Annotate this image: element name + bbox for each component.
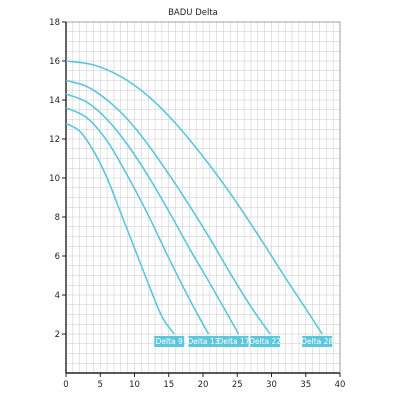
y-tick-label: 16 <box>49 57 60 67</box>
x-tick-label: 0 <box>63 380 68 390</box>
series-label-text: Delta 22 <box>249 337 281 346</box>
chart-title: BADU Delta <box>168 8 218 18</box>
series-line-delta-17 <box>65 93 240 335</box>
axes: 0 5 10 15 20 25 30 35 40 2 4 6 8 10 12 14 16 18 <box>49 18 345 390</box>
y-tick-label: 12 <box>49 135 60 145</box>
series-label-background <box>188 336 219 347</box>
series-label-background <box>154 336 185 347</box>
y-tick-label: 6 <box>55 252 60 262</box>
x-tick-label: 10 <box>129 380 140 390</box>
series-label-text: Delta 28 <box>301 337 333 346</box>
x-tick-label: 40 <box>335 380 346 390</box>
series-line-delta-9 <box>65 122 175 335</box>
series-line-delta-22 <box>65 79 271 335</box>
y-tick-label: 2 <box>55 330 60 340</box>
series-label: Delta 13 <box>188 336 220 347</box>
x-tick-label: 25 <box>232 380 243 390</box>
x-tick-label: 30 <box>266 380 277 390</box>
x-tick-label: 35 <box>300 380 311 390</box>
series-label-background <box>218 336 249 347</box>
y-tick-label: 10 <box>49 174 60 184</box>
y-tick-label: 14 <box>49 96 60 106</box>
series-label-text: Delta 13 <box>188 337 220 346</box>
x-tick-label: 15 <box>163 380 174 390</box>
series-label-background <box>302 336 333 347</box>
x-tick-label: 20 <box>198 380 209 390</box>
x-tick-label: 5 <box>98 380 103 390</box>
series-label: Delta 9 <box>154 336 185 347</box>
y-tick-label: 8 <box>55 213 60 223</box>
y-tick-label: 4 <box>55 291 60 301</box>
y-tick-label: 18 <box>49 18 60 28</box>
series-label: Delta 22 <box>249 336 281 347</box>
grid <box>65 21 341 374</box>
series-label: Delta 17 <box>218 336 250 347</box>
series-label-text: Delta 17 <box>218 337 250 346</box>
series-line-delta-28 <box>65 60 323 335</box>
series-label-background <box>250 336 281 347</box>
series-line-delta-13 <box>65 107 210 335</box>
series-lines <box>65 60 323 335</box>
series-label: Delta 28 <box>301 336 333 347</box>
series-label-text: Delta 9 <box>156 337 183 346</box>
